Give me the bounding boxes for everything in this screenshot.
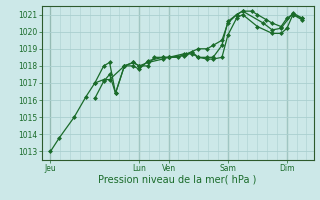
X-axis label: Pression niveau de la mer( hPa ): Pression niveau de la mer( hPa ) (99, 175, 257, 185)
